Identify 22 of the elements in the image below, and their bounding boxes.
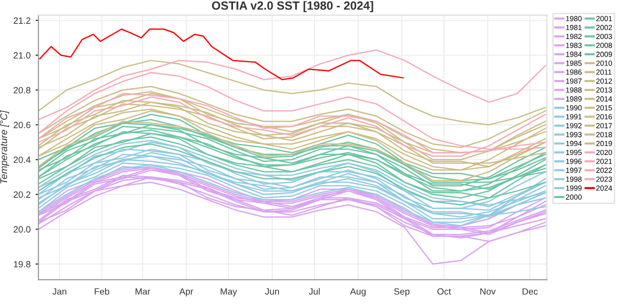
x-tick-label: Jun xyxy=(265,288,279,295)
y-tick-label: 20.4 xyxy=(14,156,31,163)
y-tick-label: 21.2 xyxy=(14,17,30,24)
chart-title: OSTIA v2.0 SST [1980 - 2024] xyxy=(212,1,374,12)
y-tick-label: 19.8 xyxy=(14,260,30,268)
x-tick-label: Mar xyxy=(136,288,150,295)
y-tick-label: 20.2 xyxy=(14,191,30,198)
x-tick-label: Jan xyxy=(52,288,66,295)
y-tick-label: 20.8 xyxy=(14,86,30,94)
x-tick-label: Feb xyxy=(94,288,110,295)
x-tick-label: May xyxy=(220,288,238,296)
x-tick-label: Sep xyxy=(394,288,410,296)
x-tick-label: Aug xyxy=(350,288,366,296)
y-axis-title: Temperature [°C] xyxy=(0,110,10,184)
y-tick-label: 20.0 xyxy=(14,226,30,233)
x-tick-label: Oct xyxy=(437,288,451,295)
y-tick-label: 20.6 xyxy=(14,122,30,128)
x-tick-label: Jul xyxy=(308,288,320,295)
y-tick-label: 21.0 xyxy=(14,52,30,59)
x-tick-label: Dec xyxy=(522,288,538,295)
x-tick-label: Nov xyxy=(480,288,496,295)
x-tick-label: Apr xyxy=(179,288,194,296)
